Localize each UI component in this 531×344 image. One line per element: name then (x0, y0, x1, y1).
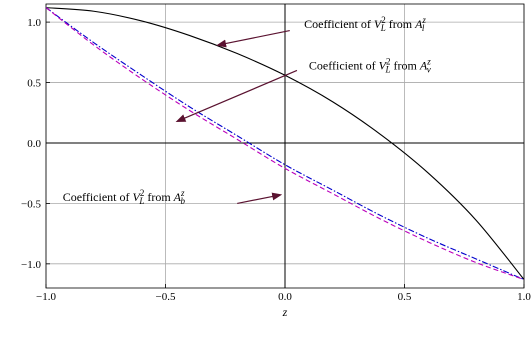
x-tick-label: −0.5 (156, 291, 176, 303)
x-tick-label: 0.0 (278, 291, 292, 303)
annotation-label: Coefficient of V2 L from Az b (63, 188, 186, 206)
x-tick-label: 1.0 (517, 291, 531, 303)
annotation-label: Coefficient of V2 L from Az l (304, 15, 426, 33)
annotation-arrow (175, 69, 298, 123)
x-axis-label: z (282, 305, 288, 319)
annotation-arrow (237, 192, 283, 204)
annotations: Coefficient of V2 L from Az l Coefficient o… (63, 15, 431, 206)
series-line-3 (45, 7, 525, 281)
annotation-label: Coefficient of V2 L from Az ν (309, 56, 431, 74)
y-tick-label: 1.0 (27, 17, 41, 29)
series-line-2 (45, 7, 525, 281)
y-tick-label: 0.5 (27, 78, 41, 90)
tick-labels: −1.0 −0.5 0.0 0.5 1.0 −1.0 −0.5 0.0 0.5 1.0 (21, 17, 531, 303)
x-tick-label: 0.5 (398, 291, 412, 303)
y-tick-label: −1.0 (21, 259, 41, 271)
annotation-arrow (216, 29, 290, 48)
y-tick-label: 0.0 (27, 138, 41, 150)
axes (45, 3, 525, 289)
y-tick-label: −0.5 (21, 198, 41, 210)
x-tick-label: −1.0 (36, 291, 56, 303)
